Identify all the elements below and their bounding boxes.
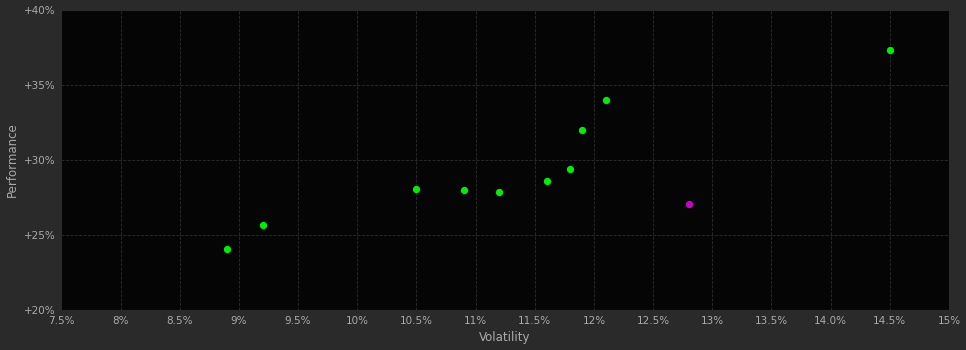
Point bbox=[539, 178, 554, 184]
Point bbox=[456, 187, 471, 193]
Point bbox=[681, 201, 696, 206]
Y-axis label: Performance: Performance bbox=[6, 122, 18, 197]
X-axis label: Volatility: Volatility bbox=[479, 331, 531, 344]
Point bbox=[562, 166, 578, 172]
Point bbox=[492, 189, 507, 194]
Point bbox=[409, 186, 424, 191]
Point bbox=[575, 127, 590, 133]
Point bbox=[255, 222, 270, 228]
Point bbox=[882, 47, 897, 53]
Point bbox=[219, 246, 235, 251]
Point bbox=[598, 97, 613, 103]
